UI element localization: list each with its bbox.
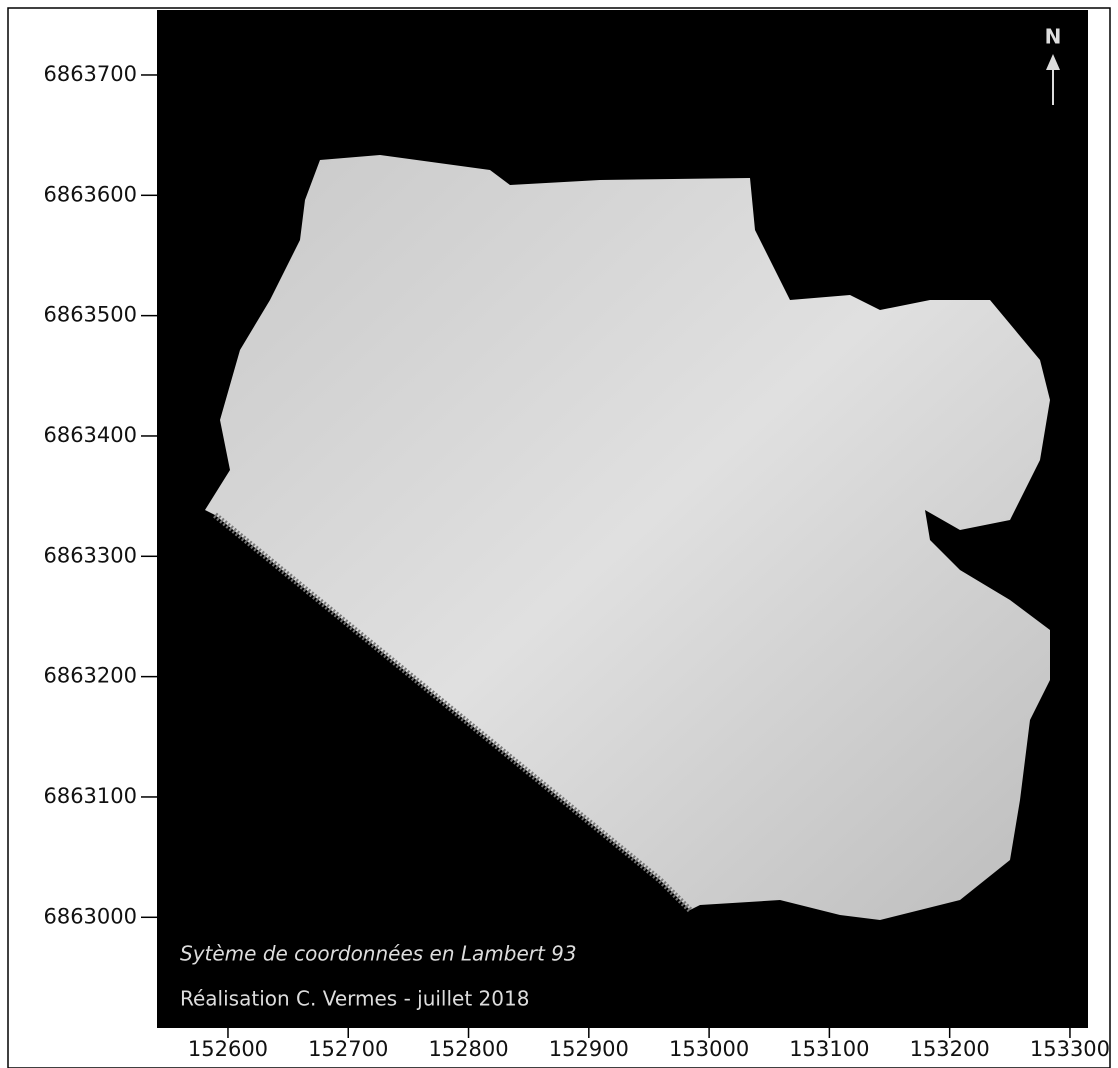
x-tick-label: 153100 bbox=[789, 1037, 869, 1061]
y-tick-label: 6863500 bbox=[43, 303, 137, 327]
y-tick-label: 6863200 bbox=[43, 664, 137, 688]
x-tick-label: 152600 bbox=[188, 1037, 268, 1061]
caption-author: Réalisation C. Vermes - juillet 2018 bbox=[180, 987, 529, 1011]
frame bbox=[7, 7, 1111, 1068]
x-tick-label: 153300 bbox=[1030, 1037, 1110, 1061]
y-tick-label: 6863000 bbox=[43, 904, 137, 928]
y-tick-label: 6863300 bbox=[43, 543, 137, 567]
y-tick-label: 6863700 bbox=[43, 62, 137, 86]
x-tick-label: 152800 bbox=[428, 1037, 508, 1061]
y-tick-label: 6863600 bbox=[43, 182, 137, 206]
x-tick-label: 153000 bbox=[669, 1037, 749, 1061]
x-tick-label: 152900 bbox=[549, 1037, 629, 1061]
caption-crs: Sytème de coordonnées en Lambert 93 bbox=[180, 942, 577, 966]
north-label: N bbox=[1045, 25, 1062, 49]
x-tick-label: 152700 bbox=[308, 1037, 388, 1061]
terrain bbox=[205, 155, 1050, 920]
y-tick-label: 6863100 bbox=[43, 784, 137, 808]
y-tick-label: 6863400 bbox=[43, 423, 137, 447]
x-tick-label: 153200 bbox=[910, 1037, 990, 1061]
north-arrowhead bbox=[1046, 54, 1060, 70]
